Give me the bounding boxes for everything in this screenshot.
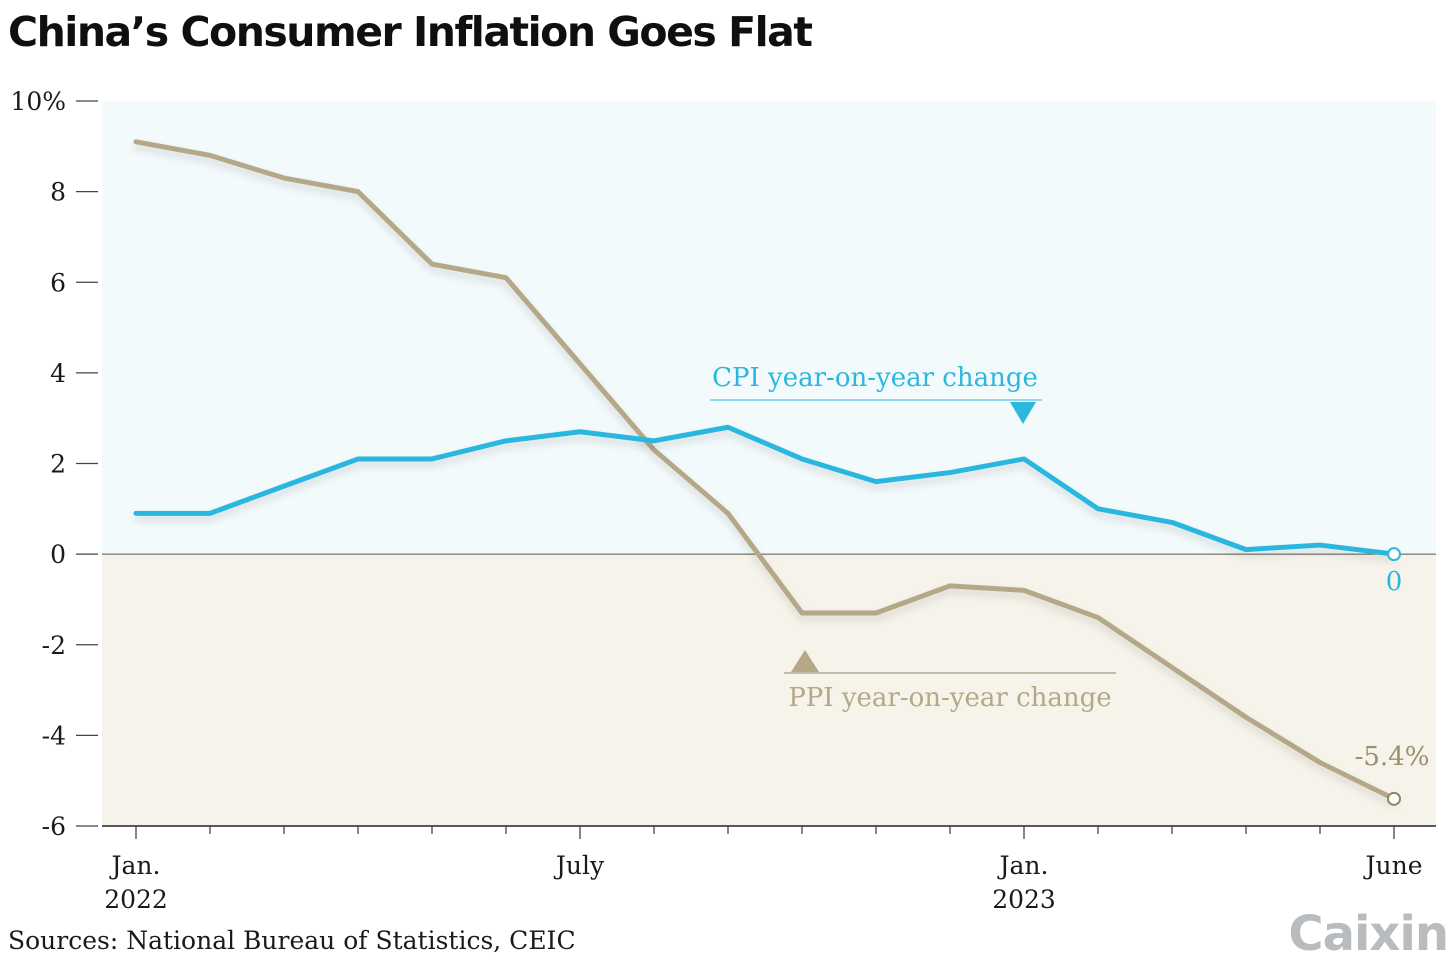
y-tick-label: -2 bbox=[42, 631, 66, 660]
cpi-end-label: 0 bbox=[1386, 567, 1403, 597]
y-tick-label: 0 bbox=[50, 540, 66, 569]
series-lines bbox=[133, 139, 1397, 802]
y-tick-label: -4 bbox=[42, 721, 66, 750]
series-annotations: CPI year-on-year change PPI year-on-year … bbox=[710, 363, 1116, 713]
y-tick-label: -6 bbox=[42, 812, 66, 841]
chart-title: China’s Consumer Inflation Goes Flat bbox=[8, 8, 813, 56]
x-tick-label: Jan. 2023 bbox=[992, 851, 1056, 914]
y-tick-label: 8 bbox=[50, 178, 66, 207]
y-axis: 10% 8 6 4 2 0 -2 -4 -6 bbox=[10, 87, 98, 841]
cpi-pointer-icon bbox=[1010, 402, 1036, 424]
y-tick-label: 10% bbox=[10, 87, 66, 116]
x-tick-label: June bbox=[1362, 851, 1422, 880]
y-tick-label: 4 bbox=[50, 359, 66, 388]
ppi-end-label: -5.4% bbox=[1355, 742, 1430, 772]
cpi-end-marker bbox=[1387, 547, 1401, 562]
x-axis: Jan. 2022 July Jan. 2023 June bbox=[104, 826, 1423, 914]
positive-band bbox=[102, 101, 1436, 555]
x-tick-label: July bbox=[553, 851, 605, 880]
source-note: Sources: National Bureau of Statistics, … bbox=[8, 926, 576, 955]
ppi-line bbox=[133, 139, 1397, 802]
x-tick-label: Jan. 2022 bbox=[104, 851, 168, 914]
ppi-end-marker bbox=[1387, 791, 1401, 806]
end-labels: 0 -5.4% bbox=[1355, 547, 1430, 806]
cpi-series-label: CPI year-on-year change bbox=[712, 363, 1038, 393]
caixin-logo: Caixin bbox=[1288, 906, 1449, 962]
cpi-line bbox=[133, 424, 1397, 557]
negative-band bbox=[102, 554, 1436, 826]
ppi-series-label: PPI year-on-year change bbox=[788, 683, 1111, 713]
y-tick-label: 2 bbox=[50, 450, 66, 479]
y-tick-label: 6 bbox=[50, 268, 66, 297]
ppi-pointer-icon bbox=[791, 650, 819, 672]
